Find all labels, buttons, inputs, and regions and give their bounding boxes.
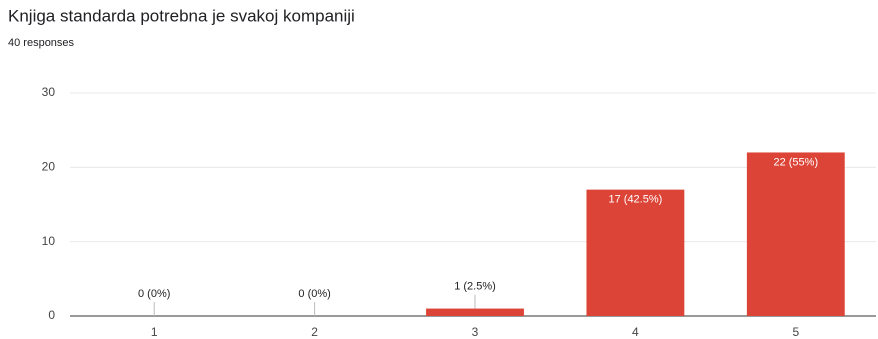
chart-title: Knjiga standarda potrebna je svakoj komp… xyxy=(8,6,355,25)
x-tick-label: 2 xyxy=(311,325,318,339)
value-label: 0 (0%) xyxy=(138,288,170,300)
x-tick-label: 1 xyxy=(151,325,158,339)
bar xyxy=(426,308,524,316)
bar xyxy=(746,152,845,316)
value-label: 1 (2.5%) xyxy=(454,280,496,292)
x-tick-label: 5 xyxy=(792,325,799,339)
x-tick-label: 4 xyxy=(632,325,639,339)
x-tick-label: 3 xyxy=(472,325,479,339)
y-tick-label: 20 xyxy=(42,160,56,174)
value-label: 17 (42.5%) xyxy=(608,194,662,206)
value-label: 22 (55%) xyxy=(773,156,818,168)
y-tick-label: 10 xyxy=(42,234,56,248)
y-tick-label: 30 xyxy=(42,85,56,99)
chart-subtitle: 40 responses xyxy=(8,37,75,49)
value-label: 0 (0%) xyxy=(298,288,330,300)
bar xyxy=(586,189,685,316)
y-tick-label: 0 xyxy=(48,308,55,322)
